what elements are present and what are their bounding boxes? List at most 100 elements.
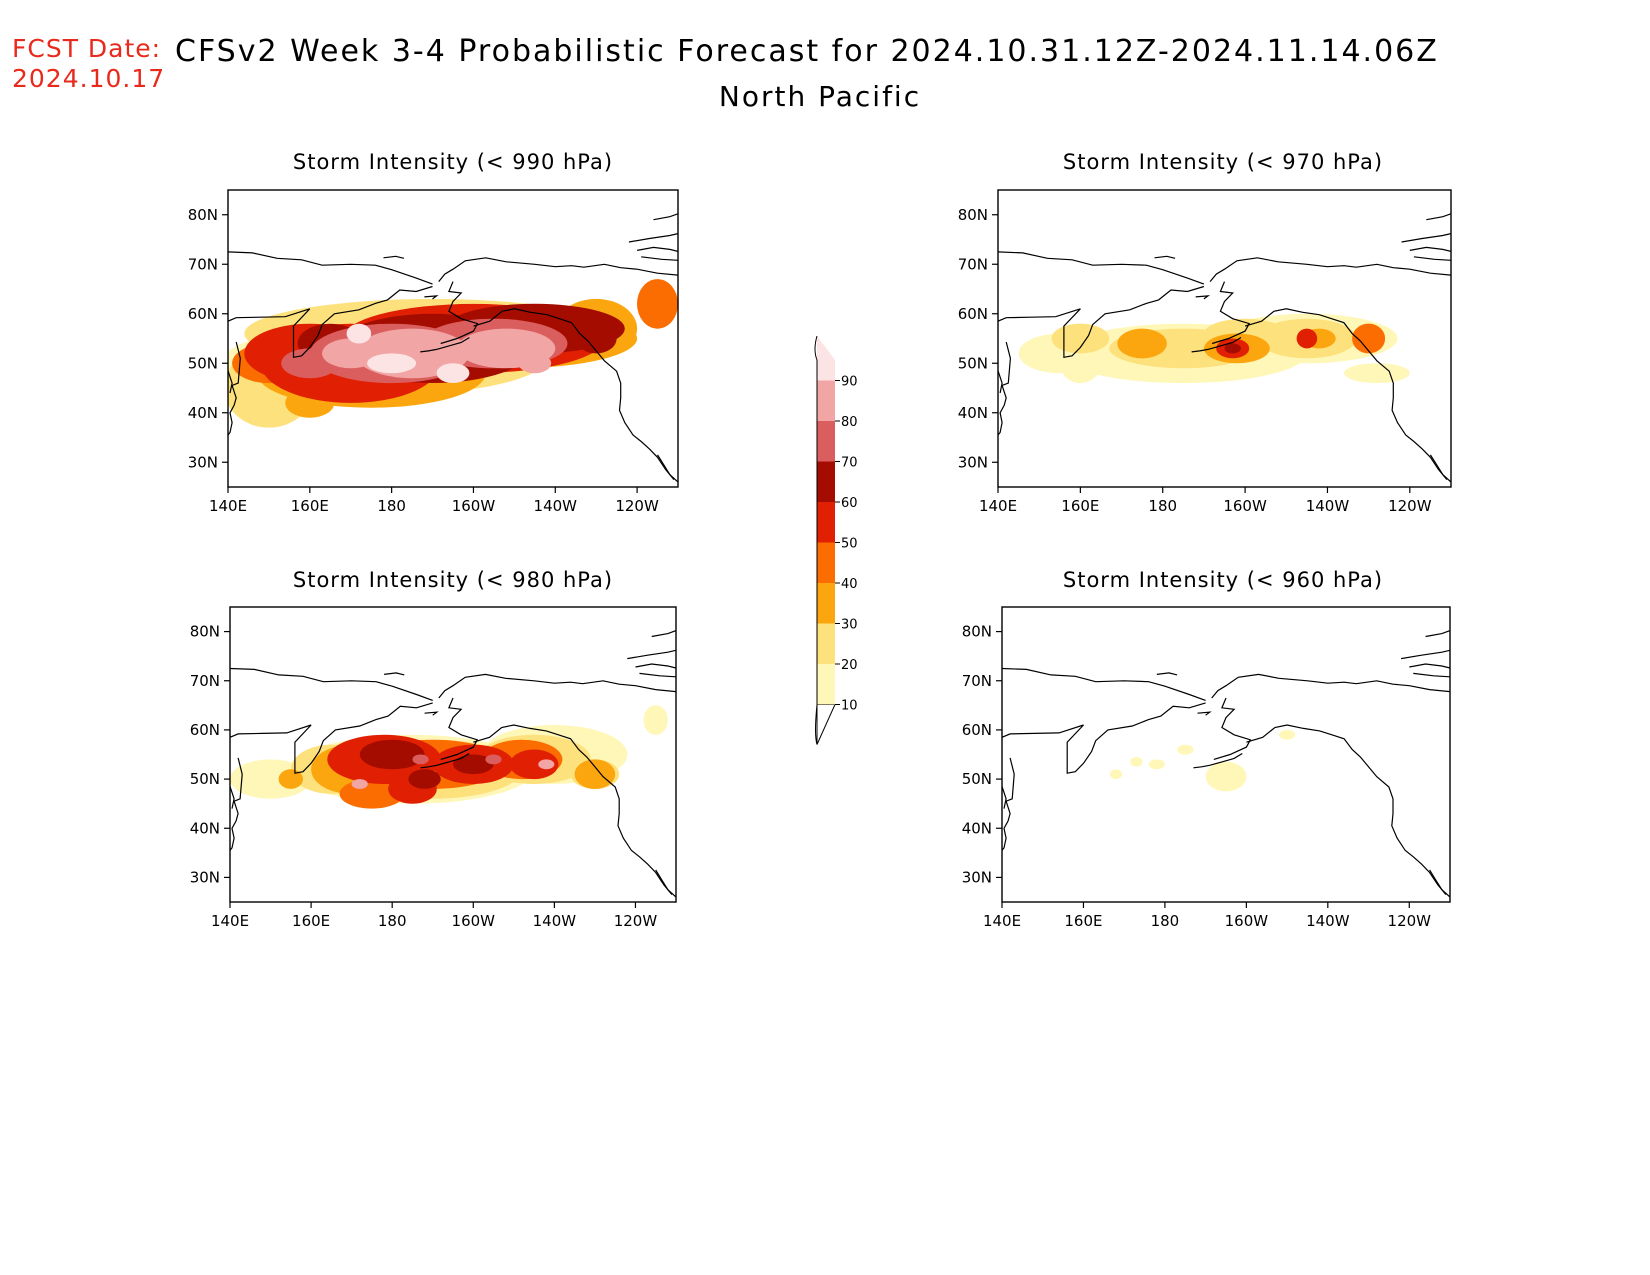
coastline bbox=[1211, 281, 1251, 345]
map-frame bbox=[227, 189, 679, 488]
lon-tick-label: 160E bbox=[292, 912, 330, 930]
colorbar-label: 60 bbox=[841, 496, 858, 511]
lon-tick-label: 140W bbox=[1306, 497, 1350, 515]
lon-tick-label: 140E bbox=[209, 497, 247, 515]
lat-tick-label: 40N bbox=[962, 819, 992, 837]
probability-contour bbox=[367, 353, 417, 374]
coastline bbox=[1211, 673, 1450, 699]
panel-title-960: Storm Intensity (< 960 hPa) bbox=[1062, 568, 1384, 592]
probability-contour bbox=[1130, 757, 1143, 767]
coastline bbox=[1401, 649, 1450, 660]
probability-contour bbox=[637, 279, 678, 329]
coastline bbox=[651, 630, 676, 638]
lon-tick-label: 140E bbox=[979, 497, 1017, 515]
lat-tick-label: 40N bbox=[958, 404, 988, 422]
coastline bbox=[1193, 752, 1243, 769]
coastline bbox=[424, 711, 439, 716]
probability-contour bbox=[1148, 759, 1165, 770]
colorbar-label: 10 bbox=[841, 699, 858, 714]
lat-tick-label: 70N bbox=[962, 672, 992, 690]
lon-tick-label: 120W bbox=[1388, 912, 1432, 930]
colorbar-outline bbox=[814, 335, 818, 745]
lon-tick-label: 180 bbox=[378, 912, 407, 930]
coastline bbox=[1156, 672, 1178, 676]
probability-contour bbox=[230, 759, 311, 799]
probability-contour bbox=[436, 363, 470, 383]
probability-contour bbox=[1344, 363, 1410, 383]
lat-tick-label: 60N bbox=[962, 721, 992, 739]
lon-tick-label: 120W bbox=[614, 912, 658, 930]
probability-contour bbox=[1177, 744, 1194, 755]
lat-tick-label: 80N bbox=[962, 623, 992, 641]
lon-tick-label: 180 bbox=[1151, 912, 1180, 930]
probability-contour bbox=[408, 769, 441, 789]
probability-contour bbox=[509, 749, 559, 780]
colorbar-label: 40 bbox=[841, 577, 858, 592]
colorbar-segment bbox=[817, 336, 835, 381]
coastline bbox=[1154, 255, 1176, 259]
map-frame bbox=[229, 606, 677, 903]
lat-tick-label: 50N bbox=[190, 770, 220, 788]
coastline bbox=[230, 667, 433, 701]
coastline bbox=[1209, 257, 1451, 282]
lat-tick-label: 60N bbox=[958, 305, 988, 323]
coastline bbox=[639, 672, 676, 678]
lat-tick-label: 50N bbox=[188, 354, 218, 372]
lon-tick-label: 180 bbox=[1148, 497, 1177, 515]
coastline bbox=[1425, 630, 1450, 638]
lon-tick-label: 140W bbox=[533, 912, 577, 930]
coastline bbox=[641, 256, 678, 261]
coastline bbox=[1409, 663, 1450, 669]
lat-tick-label: 70N bbox=[188, 255, 218, 273]
coastline bbox=[1002, 667, 1206, 701]
page-title: CFSv2 Week 3-4 Probabilistic Forecast fo… bbox=[175, 34, 1439, 69]
lat-tick-label: 50N bbox=[958, 354, 988, 372]
coastline bbox=[998, 370, 1003, 394]
coastline bbox=[655, 869, 676, 898]
probability-contour bbox=[412, 754, 429, 765]
lat-tick-label: 80N bbox=[958, 206, 988, 224]
coastline bbox=[1002, 786, 1007, 809]
coastline bbox=[1002, 702, 1206, 774]
colorbar-segment bbox=[817, 380, 835, 421]
probability-contour bbox=[351, 779, 368, 789]
coastline bbox=[1191, 336, 1242, 353]
map-frame bbox=[997, 189, 1452, 488]
colorbar: 10 20 30 40 50 60 70 80 90 bbox=[814, 335, 858, 745]
lon-tick-label: 160E bbox=[1064, 912, 1102, 930]
coastline bbox=[656, 454, 678, 483]
map-panel-980 bbox=[230, 630, 676, 898]
coastline bbox=[1197, 711, 1212, 716]
probability-contour bbox=[322, 338, 380, 369]
colorbar-label: 20 bbox=[841, 658, 858, 673]
colorbar-segment bbox=[817, 502, 835, 543]
coastline bbox=[230, 702, 433, 774]
forecast-date: FCST Date: 2024.10.17 bbox=[12, 34, 165, 94]
coastline bbox=[1244, 308, 1448, 480]
lon-tick-label: 180 bbox=[377, 497, 406, 515]
coastline bbox=[438, 673, 676, 699]
coastline bbox=[420, 336, 470, 353]
lon-tick-label: 160E bbox=[291, 497, 329, 515]
probability-contour bbox=[575, 323, 617, 354]
colorbar-segment bbox=[817, 421, 835, 462]
coastline bbox=[628, 233, 678, 243]
colorbar-label: 90 bbox=[841, 375, 858, 390]
lon-tick-label: 140W bbox=[534, 497, 578, 515]
lon-tick-label: 140E bbox=[211, 912, 249, 930]
coastline bbox=[230, 786, 235, 809]
lon-tick-label: 160E bbox=[1061, 497, 1099, 515]
lat-tick-label: 80N bbox=[190, 623, 220, 641]
coastline bbox=[1213, 697, 1252, 760]
probability-contour bbox=[1279, 729, 1296, 740]
colorbar-segment bbox=[817, 461, 835, 502]
coastline bbox=[998, 285, 1205, 359]
lon-tick-label: 120W bbox=[615, 497, 659, 515]
lat-tick-label: 30N bbox=[962, 868, 992, 886]
coastline bbox=[228, 285, 433, 359]
lon-tick-label: 160W bbox=[1225, 912, 1269, 930]
coastline bbox=[1246, 724, 1447, 895]
coastline bbox=[1409, 246, 1451, 252]
colorbar-label: 30 bbox=[841, 618, 858, 633]
